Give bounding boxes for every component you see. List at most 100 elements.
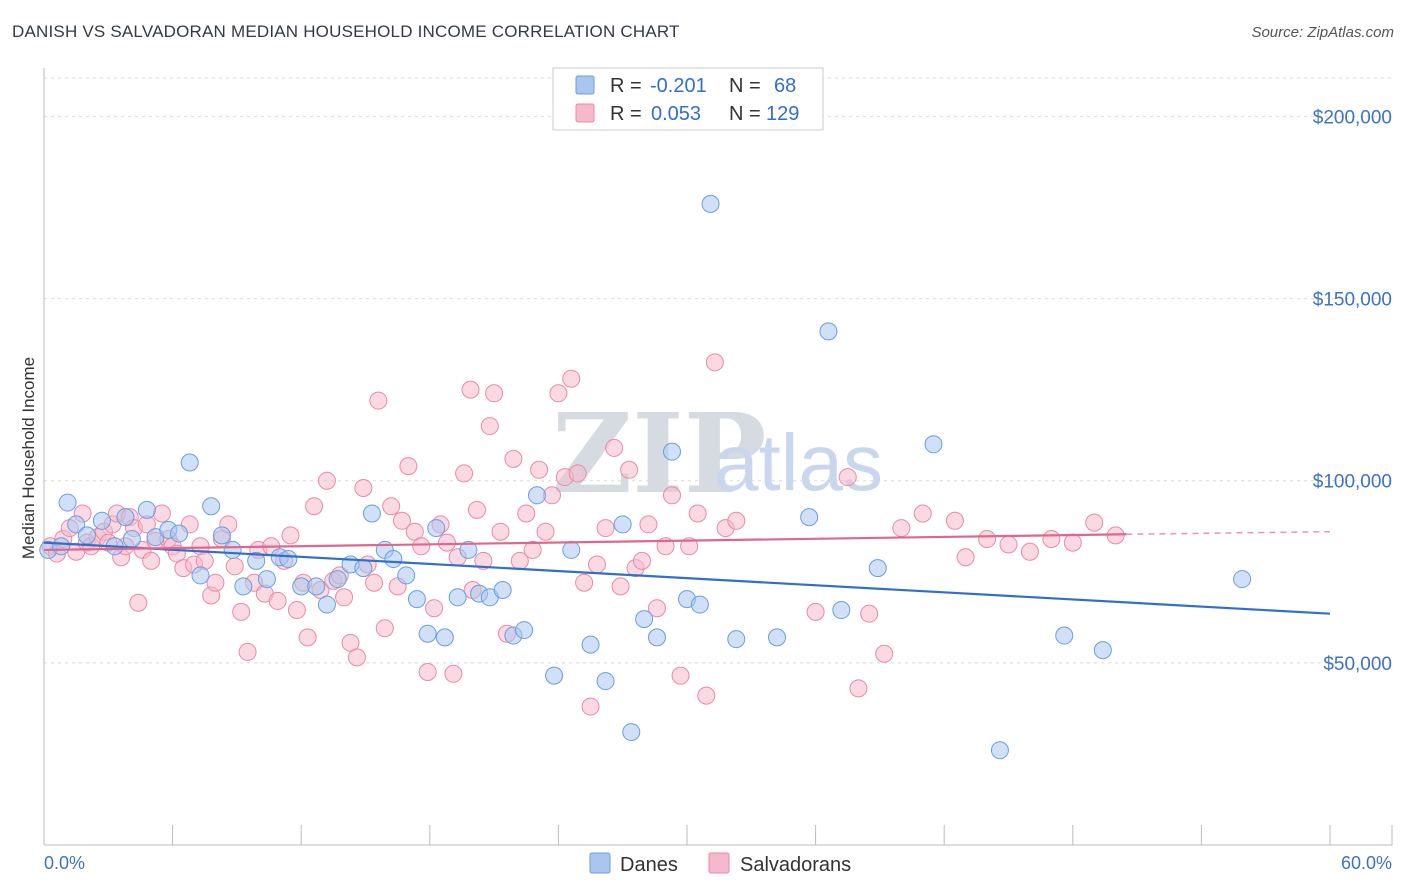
danes-point (292, 577, 311, 596)
salvadorans-point (206, 573, 225, 592)
danes-point (448, 588, 467, 607)
salvadorans-point (956, 548, 975, 567)
danes-point (247, 551, 266, 570)
watermark-zip: ZIP (552, 389, 766, 518)
salvadorans-point (1042, 530, 1061, 548)
y-tick-label: $150,000 (1313, 290, 1392, 311)
y-tick-label: $50,000 (1323, 654, 1392, 675)
salvadorans-point (142, 551, 161, 570)
danes-trend-line (43, 541, 1331, 615)
salvadorans-point (305, 497, 324, 516)
danes-point (354, 559, 373, 578)
salvadorans-point (418, 662, 437, 681)
salvadorans-point (999, 535, 1018, 554)
salvadorans-trend-line (43, 533, 1127, 552)
salvadorans-point (849, 679, 868, 698)
danes-point (868, 559, 887, 578)
salvadorans-point (530, 460, 549, 479)
salvadorans-point (688, 504, 707, 523)
salvadorans-point (365, 573, 384, 592)
watermark-atlas: atlas (714, 418, 883, 507)
salvadorans-point (568, 464, 587, 483)
salvadorans-point (705, 353, 724, 372)
danes-point (116, 508, 135, 527)
watermark: ZIP atlas (552, 389, 883, 518)
salvadorans-point (549, 384, 568, 403)
danes-point (397, 566, 416, 585)
salvadorans-point (913, 504, 932, 523)
danes-point (727, 630, 746, 649)
salvadorans-point (375, 619, 394, 638)
danes-point (202, 497, 221, 516)
axes (43, 68, 1393, 846)
salvadorans-point (444, 664, 463, 683)
series-legend: Danes Salvadorans (589, 852, 851, 876)
danes-point (622, 723, 641, 742)
y-tick-label: $100,000 (1313, 472, 1392, 493)
salvadorans-point (536, 522, 555, 541)
salvadorans-point (455, 464, 474, 483)
danes-point (662, 442, 681, 461)
danes-point (1233, 570, 1252, 589)
legend-danes-label: Danes (620, 854, 678, 876)
salvadorans-point (412, 537, 431, 556)
salvadorans-point (620, 460, 639, 479)
danes-point (170, 524, 189, 543)
danes-point (515, 621, 534, 640)
danes-point (279, 550, 298, 569)
legend-salvadorans-label: Salvadorans (740, 854, 851, 876)
danes-point (1093, 641, 1112, 660)
danes-point (690, 595, 709, 614)
salvadorans-trend-extension (1126, 530, 1331, 536)
danes-point (92, 511, 111, 530)
danes-point (527, 486, 546, 505)
salvadorans-point (281, 526, 300, 545)
salvadorans-point (392, 511, 411, 530)
danes-point (234, 577, 253, 596)
danes-point (701, 194, 720, 213)
danes-point (122, 530, 141, 548)
salvadorans-point (860, 604, 879, 623)
salvadorans-point (727, 511, 746, 530)
salvadorans-point (480, 417, 499, 436)
salvadorans-point (152, 504, 171, 523)
danes-points (39, 194, 1252, 760)
salvadorans-point (892, 519, 911, 538)
x-tick-labels: 0.0% 60.0% (44, 853, 1392, 873)
danes-point (545, 666, 564, 685)
danes-point (317, 595, 336, 614)
salvadorans-point (467, 500, 486, 519)
salvadorans-point (542, 486, 561, 505)
legend-r-label-danes: R = (610, 75, 642, 97)
salvadorans-point (399, 457, 418, 476)
danes-point (459, 540, 478, 559)
source-credit: Source: ZipAtlas.com (1251, 24, 1394, 41)
y-axis-label: Median Household Income (19, 357, 38, 559)
salvadorans-point (632, 551, 651, 570)
salvadorans-swatch (575, 103, 595, 123)
salvadorans-point (838, 468, 857, 487)
danes-point (819, 322, 838, 341)
trend-lines (43, 530, 1331, 615)
legend-n-value-salvadorans: 129 (766, 103, 799, 125)
salvadorans-point (605, 438, 624, 457)
salvadorans-point (474, 551, 493, 570)
salvadorans-point (232, 602, 251, 621)
legend-r-value-danes: -0.201 (650, 75, 707, 97)
salvadorans-point (268, 591, 287, 610)
salvadorans-point (639, 515, 658, 534)
salvadorans-point (382, 497, 401, 516)
danes-point (328, 570, 347, 589)
danes-point (384, 550, 403, 569)
chart-title: DANISH VS SALVADORAN MEDIAN HOUSEHOLD IN… (12, 22, 680, 41)
danes-point (832, 601, 851, 620)
danes-point (768, 628, 787, 647)
x-tick-label: 0.0% (44, 853, 85, 873)
danes-point (1055, 626, 1074, 645)
danes-point (362, 504, 381, 523)
danes-point (77, 526, 96, 545)
danes-point (635, 610, 654, 629)
salvadorans-point (671, 666, 690, 685)
salvadorans-point (517, 504, 536, 523)
danes-point (307, 577, 326, 596)
